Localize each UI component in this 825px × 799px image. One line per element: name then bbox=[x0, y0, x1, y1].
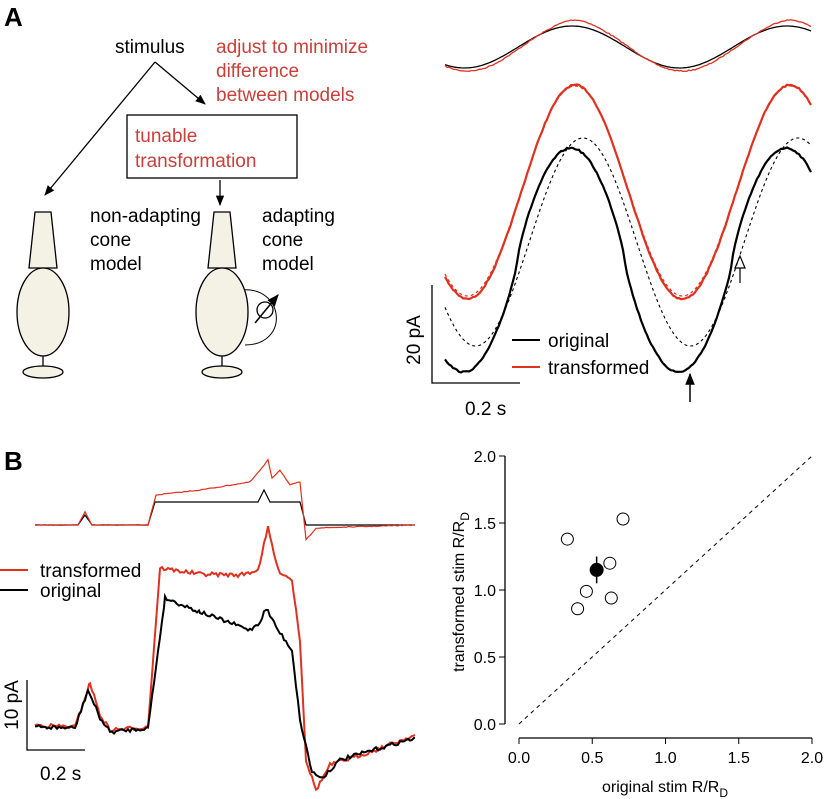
legend-label: original bbox=[40, 581, 101, 602]
axis-label: original stim R/RD bbox=[602, 779, 728, 799]
model-text: cone bbox=[262, 230, 303, 251]
x-tick-label: 1.5 bbox=[728, 750, 750, 767]
axis-label-text: original stim R/R bbox=[602, 779, 719, 796]
axis-label-sub: D bbox=[458, 512, 472, 521]
y-tick-label: 2.0 bbox=[474, 449, 496, 466]
box bbox=[126, 114, 298, 179]
panel-label: B bbox=[4, 446, 23, 476]
x-tick-label: 0.0 bbox=[508, 750, 530, 767]
model-text: adapting bbox=[262, 206, 335, 227]
y-tick-label: 0.0 bbox=[474, 717, 496, 734]
point bbox=[616, 512, 630, 526]
y-tick-label: 0.5 bbox=[474, 650, 496, 667]
trace bbox=[444, 146, 812, 374]
y-tick-label: 1.5 bbox=[474, 516, 496, 533]
panel-label: A bbox=[4, 2, 23, 32]
note: between models bbox=[216, 85, 354, 106]
legend-label: transformed bbox=[40, 561, 141, 582]
point bbox=[571, 602, 585, 616]
axis-label-text: transformed stim R/R bbox=[451, 521, 468, 672]
y-tick-label: 1.0 bbox=[474, 583, 496, 600]
mean-point bbox=[589, 562, 604, 577]
x-tick-label: 1.0 bbox=[654, 750, 676, 767]
x-tick-label: 2.0 bbox=[801, 750, 823, 767]
open-arrow bbox=[734, 254, 746, 283]
cone-left bbox=[16, 211, 70, 379]
cone-right bbox=[195, 211, 279, 379]
point bbox=[579, 584, 593, 598]
stimulus-label: stimulus bbox=[115, 37, 185, 58]
scale-label: 10 pA bbox=[2, 680, 23, 730]
trace bbox=[34, 458, 416, 542]
scale-label: 0.2 s bbox=[40, 764, 81, 785]
trace bbox=[444, 137, 812, 347]
axis-label-sub: D bbox=[719, 786, 728, 799]
note: adjust to minimize bbox=[216, 37, 368, 58]
model-text: non-adapting bbox=[90, 206, 201, 227]
scale-bar bbox=[431, 285, 520, 384]
arrow bbox=[154, 61, 206, 105]
trace bbox=[34, 592, 416, 779]
note: difference bbox=[216, 61, 299, 82]
box-text: transformation bbox=[135, 151, 256, 172]
identity-line bbox=[518, 455, 813, 725]
axis-label: transformed stim R/RD bbox=[451, 512, 472, 672]
trace bbox=[444, 19, 812, 73]
arrow bbox=[44, 61, 156, 196]
scale-bar bbox=[26, 680, 85, 751]
legend-label: original bbox=[548, 331, 609, 352]
scale-label: 0.2 s bbox=[465, 399, 506, 420]
trace bbox=[444, 83, 812, 301]
model-text: cone bbox=[90, 230, 131, 251]
model-text: model bbox=[262, 254, 314, 275]
model-text: model bbox=[90, 254, 142, 275]
box-text: tunable bbox=[135, 126, 197, 147]
legend-label: transformed bbox=[548, 358, 649, 379]
point bbox=[604, 591, 618, 605]
scale-label: 20 pA bbox=[404, 315, 425, 365]
point bbox=[603, 556, 617, 570]
point bbox=[560, 532, 574, 546]
trace bbox=[35, 488, 415, 526]
x-tick-label: 0.5 bbox=[581, 750, 603, 767]
